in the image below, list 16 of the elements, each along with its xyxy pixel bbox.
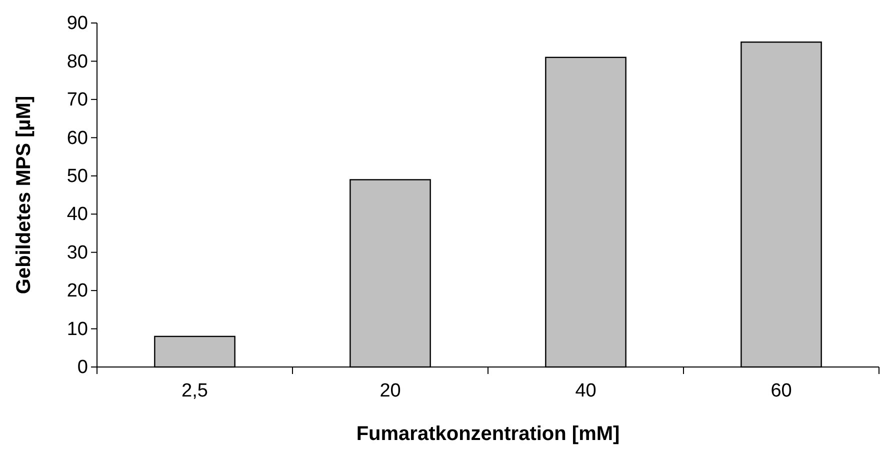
y-tick-label: 30 [66,242,88,264]
x-tick-label: 20 [380,380,401,402]
y-tick-label: 60 [66,128,88,149]
x-tick-label: 40 [575,380,596,402]
x-tick-label: 60 [770,380,792,402]
y-tick-label: 90 [66,13,88,34]
y-tick-label: 20 [66,280,88,302]
y-tick-label: 40 [66,204,88,226]
y-tick-label: 0 [77,357,88,378]
x-axis-title: Fumaratkonzentration [mM] [356,423,620,445]
x-tick-label: 2,5 [182,380,208,402]
y-tick-label: 70 [66,90,88,111]
y-tick-label: 50 [66,166,88,187]
y-tick-label: 80 [66,51,88,72]
y-axis-title: Gebildetes MPS [µM] [13,96,35,294]
y-tick-label: 10 [66,318,88,340]
